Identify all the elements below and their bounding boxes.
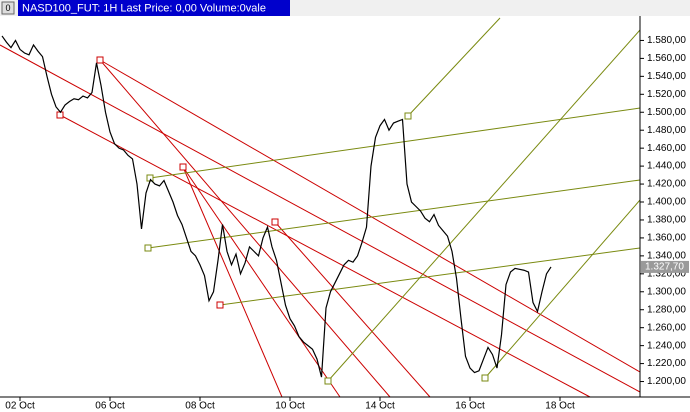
y-tick-label: 1.400,00 [647, 197, 686, 208]
y-tick-label: 1.200,00 [647, 376, 686, 387]
last-price-label: 1.327,70 [645, 262, 684, 273]
y-tick-label: 1.380,00 [647, 215, 686, 226]
pivot-marker [271, 218, 279, 226]
y-tick-label: 1.520,00 [647, 89, 686, 100]
trend-line [99, 59, 391, 398]
title-background [18, 0, 290, 16]
y-tick-label: 1.420,00 [647, 179, 686, 190]
trend-line [182, 166, 283, 398]
x-tick-label: 14 Oct [365, 401, 395, 412]
trend-line [99, 59, 641, 373]
pivot-marker [216, 301, 224, 309]
trend-line [327, 29, 641, 382]
y-tick-label: 1.440,00 [647, 161, 686, 172]
y-tick-label: 1.340,00 [647, 251, 686, 262]
y-tick-label: 1.500,00 [647, 107, 686, 118]
y-tick-label: 1.540,00 [647, 71, 686, 82]
pivot-marker [56, 111, 64, 119]
pivot-marker [481, 374, 489, 382]
y-tick-label: 1.460,00 [647, 143, 686, 154]
pivot-marker [404, 112, 412, 120]
x-tick-label: 16 Oct [455, 401, 485, 412]
menu-icon-label: 0 [5, 3, 10, 13]
y-tick-label: 1.240,00 [647, 340, 686, 351]
trend-line [407, 17, 501, 117]
trend-lines [0, 17, 641, 398]
pivot-marker [96, 56, 104, 64]
pivot-marker [179, 163, 187, 171]
trend-line [59, 114, 591, 398]
price-line [1, 35, 552, 378]
pivot-marker [324, 377, 332, 385]
y-tick-label: 1.560,00 [647, 53, 686, 64]
x-tick-label: 02 Oct [5, 401, 35, 412]
menu-icon[interactable] [1, 1, 15, 15]
y-tick-label: 1.480,00 [647, 125, 686, 136]
y-tick-label: 1.580,00 [647, 35, 686, 46]
y-tick-label: 1.300,00 [647, 286, 686, 297]
trend-line [274, 221, 431, 398]
trend-line [149, 107, 641, 179]
y-tick-label: 1.220,00 [647, 358, 686, 369]
trend-line [484, 199, 641, 379]
y-tick-label: 1.260,00 [647, 322, 686, 333]
y-tick-label: 1.360,00 [647, 233, 686, 244]
x-tick-label: 06 Oct [95, 401, 125, 412]
y-tick-label: 1.320,00 [647, 268, 686, 279]
x-tick-label: 10 Oct [275, 401, 305, 412]
trend-line [0, 44, 641, 393]
trend-line [182, 166, 341, 398]
pivot-marker [144, 244, 152, 252]
x-tick-label: 08 Oct [185, 401, 215, 412]
last-price-box [641, 260, 689, 273]
x-tick-label: 18 Oct [545, 401, 575, 412]
y-tick-label: 1.280,00 [647, 304, 686, 315]
chart-title: NASD100_FUT: 1H Last Price: 0,00 Volume:… [22, 2, 266, 14]
trend-line [219, 247, 641, 306]
trend-line [147, 179, 641, 249]
